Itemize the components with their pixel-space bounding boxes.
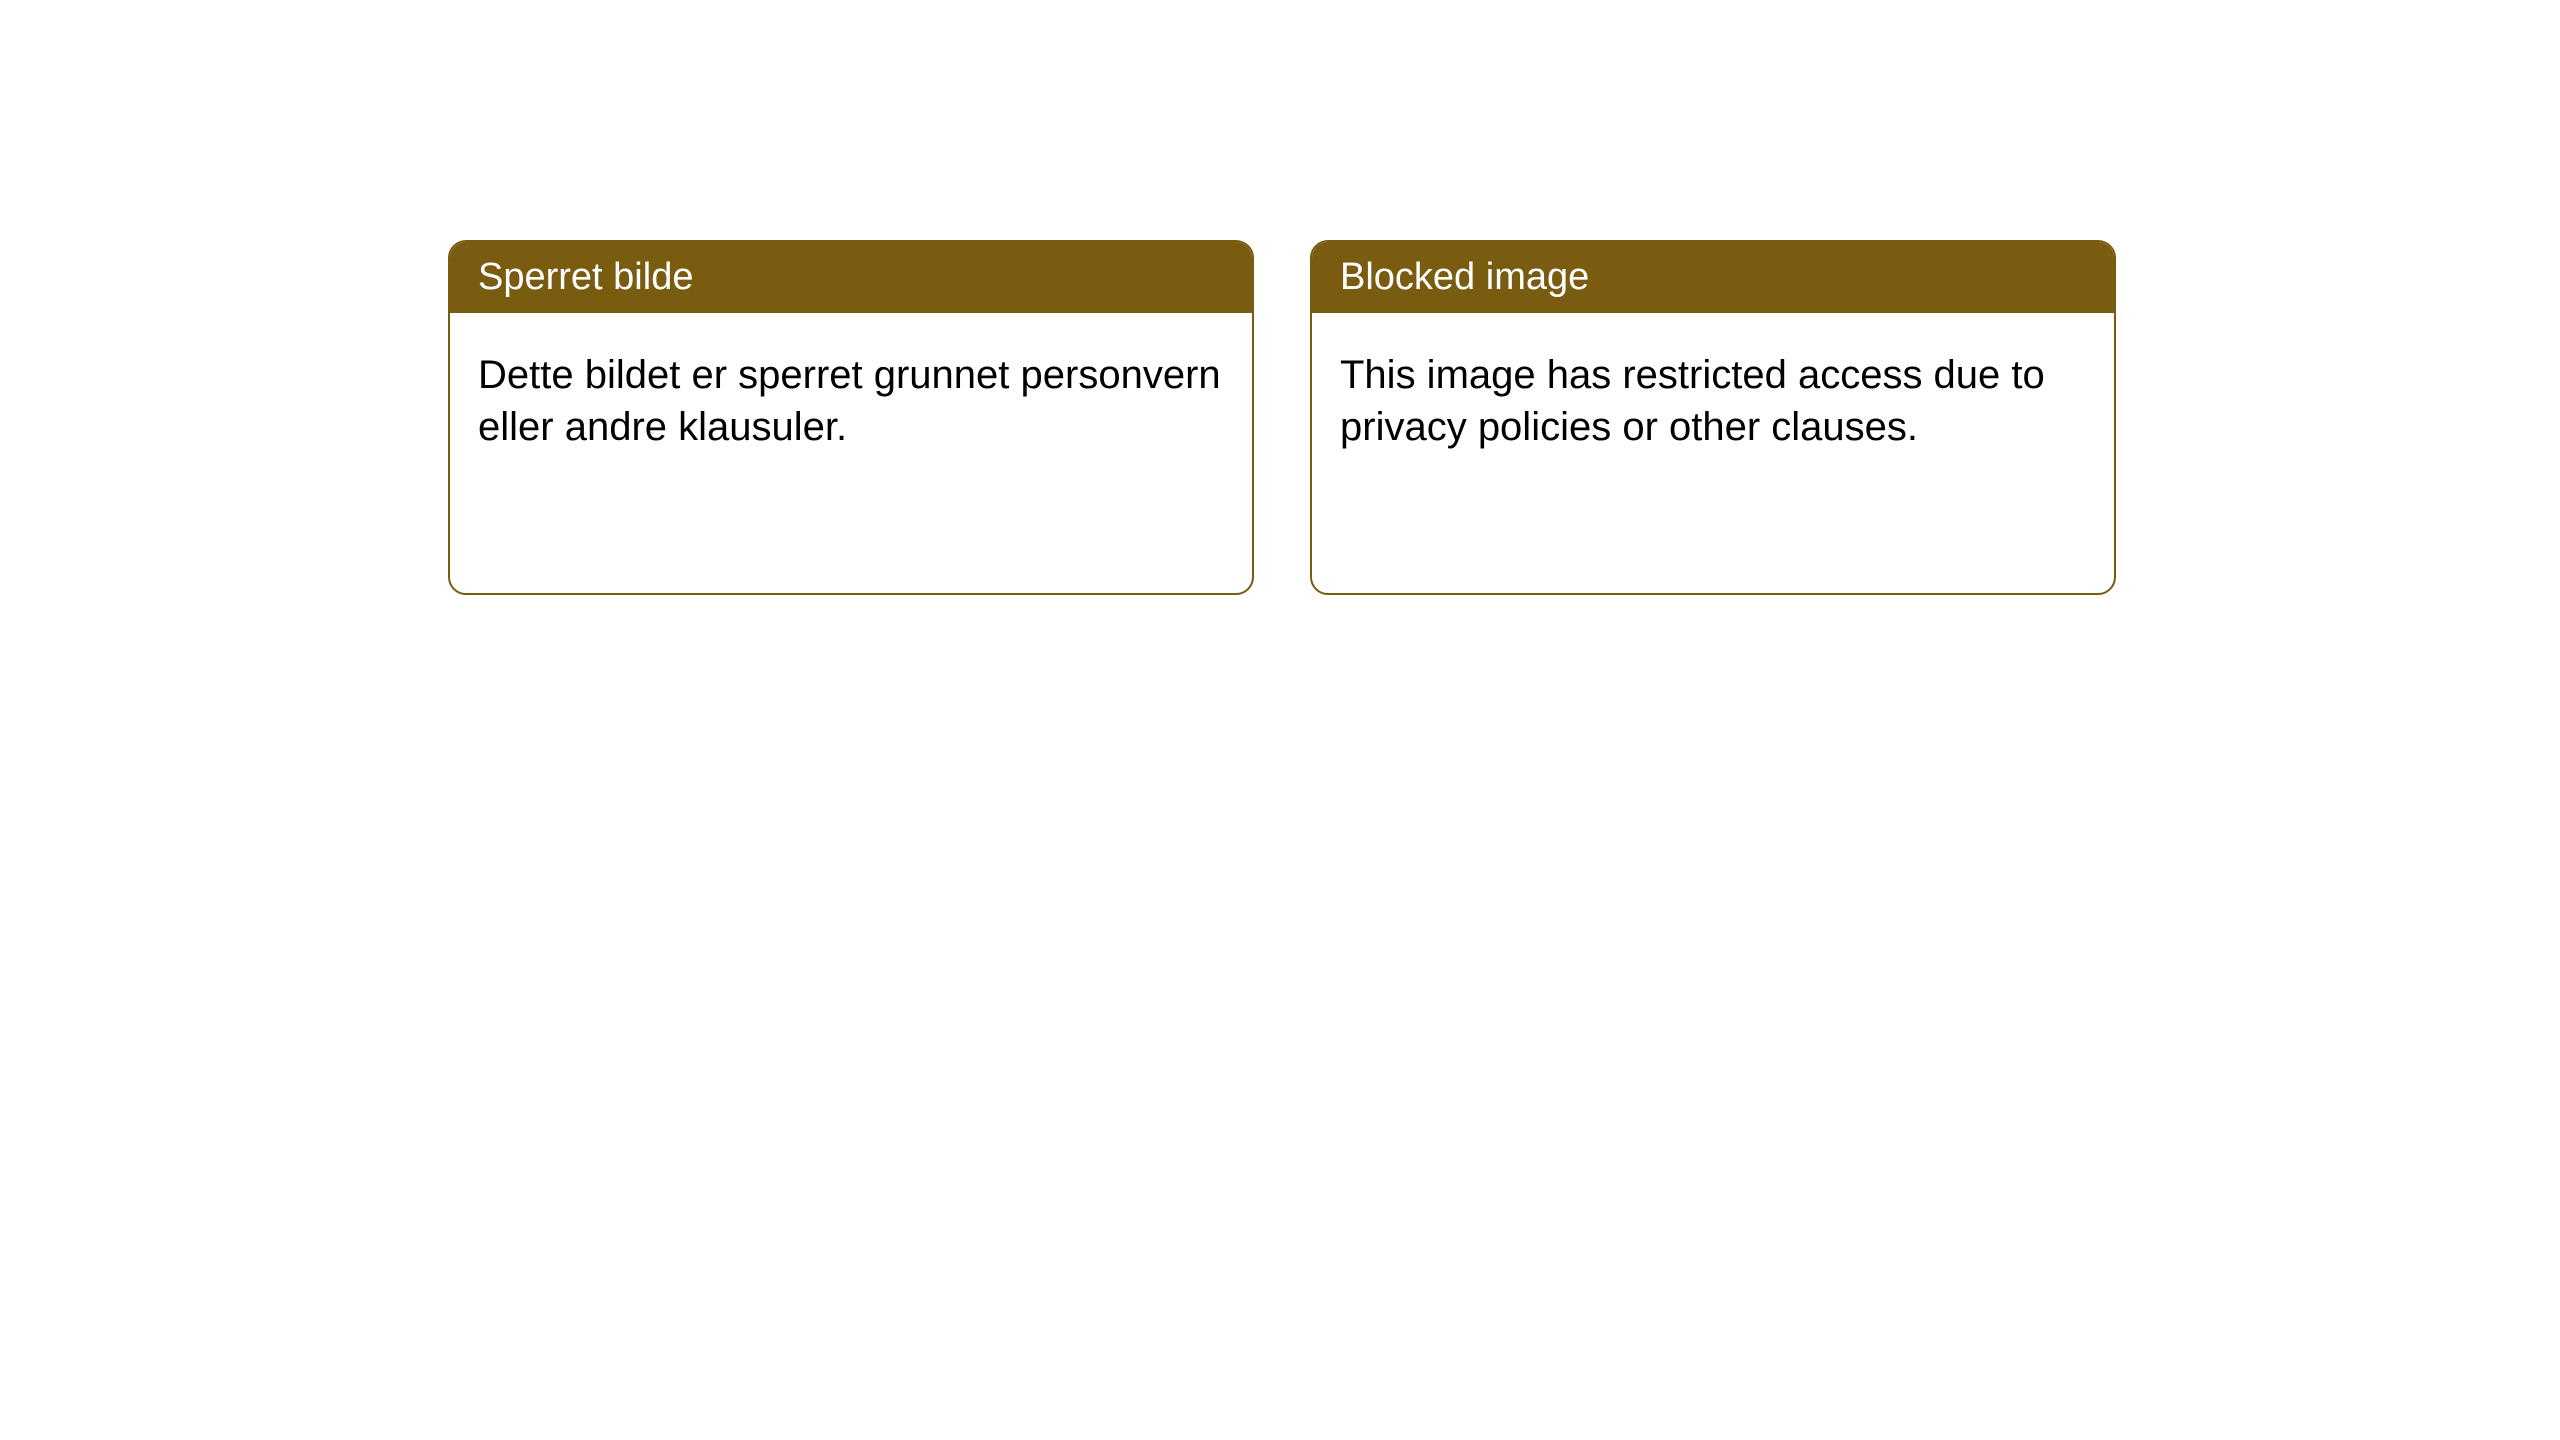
notice-body-english: This image has restricted access due to … — [1312, 313, 2114, 593]
notice-body-norwegian: Dette bildet er sperret grunnet personve… — [450, 313, 1252, 593]
notice-container: Sperret bilde Dette bildet er sperret gr… — [448, 240, 2116, 595]
notice-header-norwegian: Sperret bilde — [450, 242, 1252, 313]
notice-header-english: Blocked image — [1312, 242, 2114, 313]
notice-card-english: Blocked image This image has restricted … — [1310, 240, 2116, 595]
notice-card-norwegian: Sperret bilde Dette bildet er sperret gr… — [448, 240, 1254, 595]
